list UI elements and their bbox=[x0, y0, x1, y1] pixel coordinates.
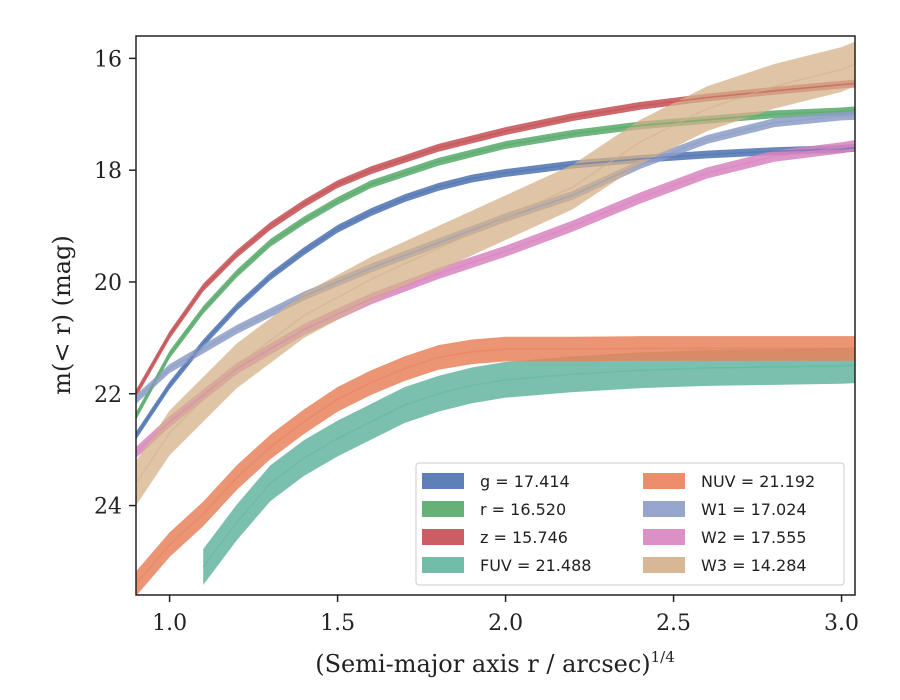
plot-frame bbox=[135, 35, 856, 596]
x-tick-label: 1.0 bbox=[152, 611, 187, 636]
line-g bbox=[136, 147, 855, 437]
legend-swatch-g bbox=[422, 473, 464, 489]
legend-label-g: g = 17.414 bbox=[480, 472, 570, 491]
y-axis-ticks: 16 18 20 22 24 bbox=[94, 47, 136, 520]
legend: g = 17.414 r = 16.520 z = 15.746 FUV = 21.4… bbox=[415, 462, 845, 586]
legend-label-z: z = 15.746 bbox=[480, 528, 568, 547]
y-tick-label: 22 bbox=[94, 383, 122, 408]
legend-swatch-w2 bbox=[643, 529, 685, 545]
legend-box bbox=[415, 462, 845, 586]
uncertainty-bands bbox=[136, 41, 855, 595]
y-axis-title: m(< r) (mag) bbox=[48, 235, 76, 394]
line-w3 bbox=[136, 63, 855, 484]
x-tick-label: 2.5 bbox=[656, 611, 691, 636]
band-w3 bbox=[136, 41, 855, 506]
line-z bbox=[136, 82, 855, 395]
y-tick-label: 18 bbox=[94, 159, 122, 184]
legend-label-w3: W3 = 14.284 bbox=[701, 556, 807, 575]
legend-swatch-r bbox=[422, 501, 464, 517]
line-r bbox=[136, 109, 855, 417]
line-nuv bbox=[136, 347, 855, 585]
legend-label-w1: W1 = 17.024 bbox=[701, 500, 807, 519]
legend-label-r: r = 16.520 bbox=[480, 500, 566, 519]
legend-swatch-w3 bbox=[643, 557, 685, 573]
legend-swatch-w1 bbox=[643, 501, 685, 517]
legend-swatch-z bbox=[422, 529, 464, 545]
x-tick-label: 1.5 bbox=[320, 611, 355, 636]
x-axis-ticks: 1.0 1.5 2.0 2.5 3.0 bbox=[152, 595, 859, 636]
legend-swatch-fuv bbox=[422, 557, 464, 573]
legend-label-w2: W2 = 17.555 bbox=[701, 528, 807, 547]
y-tick-label: 20 bbox=[94, 271, 122, 296]
legend-label-fuv: FUV = 21.488 bbox=[480, 556, 591, 575]
legend-swatch-nuv bbox=[643, 473, 685, 489]
band-fuv bbox=[203, 347, 855, 585]
x-axis-title: (Semi-major axis r / arcsec)1/4 bbox=[315, 648, 675, 678]
line-fuv bbox=[202, 364, 855, 568]
x-tick-label: 3.0 bbox=[824, 611, 859, 636]
x-tick-label: 2.0 bbox=[488, 611, 523, 636]
y-tick-label: 24 bbox=[94, 495, 122, 520]
line-w2 bbox=[136, 144, 855, 454]
x-axis-exponent: 1/4 bbox=[651, 648, 675, 666]
series-lines bbox=[136, 63, 855, 585]
legend-label-nuv: NUV = 21.192 bbox=[701, 472, 815, 491]
y-tick-label: 16 bbox=[94, 47, 122, 72]
